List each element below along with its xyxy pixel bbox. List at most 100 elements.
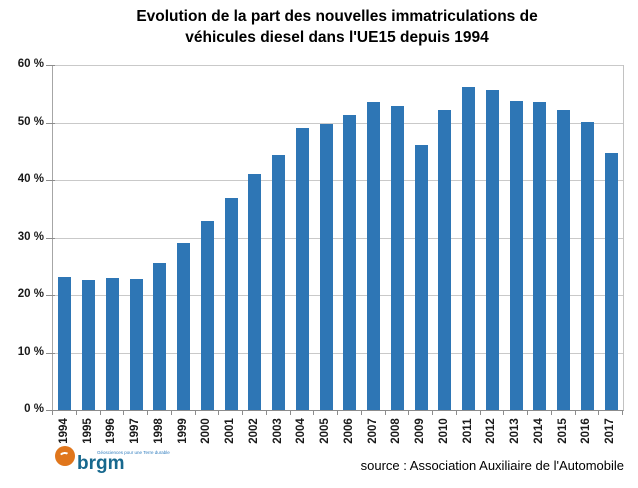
chart-title-line2: véhicules diesel dans l'UE15 depuis 1994 [185, 29, 489, 46]
y-axis-tick [46, 295, 55, 296]
x-axis-tick [408, 411, 409, 415]
gridline-50 [53, 122, 623, 124]
brgm-logo: brgm Géosciences pour une Terre durable [55, 445, 175, 483]
x-axis-label-1996: 1996 [105, 418, 118, 444]
bar-2002 [248, 174, 262, 410]
gridline-30 [53, 237, 623, 239]
x-axis-tick [527, 411, 528, 415]
bar-1994 [58, 277, 72, 410]
x-axis-label-1995: 1995 [81, 418, 94, 444]
bar-2005 [319, 123, 333, 410]
bar-2017 [604, 152, 618, 410]
bar-2010 [438, 110, 452, 410]
x-axis-tick [385, 411, 386, 415]
x-axis-tick [123, 411, 124, 415]
gridline-40 [53, 180, 623, 181]
x-axis-label-1999: 1999 [176, 418, 189, 444]
bar-2009 [414, 144, 428, 410]
x-axis-tick [622, 411, 623, 415]
x-axis-label-2015: 2015 [556, 418, 569, 444]
bar-2016 [580, 121, 594, 410]
x-axis-label-2004: 2004 [295, 418, 308, 444]
y-axis-tick [46, 180, 55, 181]
gridline-60 [53, 65, 623, 66]
y-axis-label: 40 % [17, 173, 44, 185]
bar-1998 [153, 263, 167, 410]
x-axis-tick [480, 411, 481, 415]
brgm-wordmark: brgm [77, 453, 125, 474]
x-axis-label-2000: 2000 [200, 418, 213, 444]
bar-1997 [129, 278, 143, 410]
bar-1999 [177, 242, 191, 410]
x-axis-tick [195, 411, 196, 415]
bar-2015 [557, 109, 571, 410]
x-axis-label-2009: 2009 [414, 418, 427, 444]
brgm-arc-glyph [58, 451, 71, 462]
y-axis-tick [46, 238, 55, 239]
x-axis-tick [598, 411, 599, 415]
bar-1995 [82, 280, 96, 410]
brgm-tagline: Géosciences pour une Terre durable [97, 450, 170, 455]
x-axis-tick [456, 411, 457, 415]
x-axis-tick [361, 411, 362, 415]
x-axis-tick [171, 411, 172, 415]
x-axis-tick [52, 411, 53, 415]
x-axis-label-2010: 2010 [437, 418, 450, 444]
y-axis-tick [46, 65, 55, 66]
y-axis-label: 10 % [17, 346, 44, 358]
x-axis-tick [551, 411, 552, 415]
x-axis-tick [337, 411, 338, 415]
x-axis-label-2007: 2007 [366, 418, 379, 444]
chart-title-line1: Evolution de la part des nouvelles immat… [136, 8, 538, 25]
bar-2011 [462, 87, 476, 410]
x-axis-tick [575, 411, 576, 415]
gridline-10 [53, 352, 623, 354]
bar-2001 [224, 198, 238, 410]
x-axis-tick [242, 411, 243, 415]
bar-2006 [343, 115, 357, 410]
bar-2014 [533, 101, 547, 410]
x-axis-tick [503, 411, 504, 415]
bar-2013 [509, 100, 523, 410]
x-axis-label-2008: 2008 [390, 418, 403, 444]
x-axis-tick [432, 411, 433, 415]
y-axis-label: 60 % [17, 58, 44, 70]
x-axis-tick [147, 411, 148, 415]
x-axis-label-2002: 2002 [247, 418, 260, 444]
x-axis-label-2012: 2012 [485, 418, 498, 444]
x-axis-tick [218, 411, 219, 415]
x-axis-tick [76, 411, 77, 415]
x-axis-tick [313, 411, 314, 415]
bar-2004 [295, 128, 309, 410]
y-axis-label: 20 % [17, 288, 44, 300]
x-axis-label-2006: 2006 [342, 418, 355, 444]
y-axis-tick [46, 123, 55, 124]
source-caption: source : Association Auxiliaire de l'Aut… [360, 458, 624, 473]
bar-2003 [272, 155, 286, 410]
x-axis-tick [266, 411, 267, 415]
x-axis-label-2016: 2016 [580, 418, 593, 444]
brgm-logo-icon [55, 446, 75, 466]
x-axis-label-2003: 2003 [271, 418, 284, 444]
x-axis-label-1994: 1994 [57, 418, 70, 444]
bar-2007 [367, 102, 381, 410]
x-axis-label-2017: 2017 [604, 418, 617, 444]
y-axis-tick [46, 353, 55, 354]
gridline-20 [53, 295, 623, 296]
y-axis-label: 50 % [17, 116, 44, 128]
x-axis-label-2001: 2001 [224, 418, 237, 444]
x-axis-label-2011: 2011 [461, 418, 474, 444]
x-axis-label-2005: 2005 [319, 418, 332, 444]
chart-title: Evolution de la part des nouvelles immat… [52, 6, 622, 48]
x-axis-label-2014: 2014 [532, 418, 545, 444]
x-axis-label-2013: 2013 [509, 418, 522, 444]
bar-2008 [390, 105, 404, 410]
bar-1996 [105, 277, 119, 410]
x-axis-tick [100, 411, 101, 415]
y-axis-tick [46, 410, 55, 411]
plot-area [52, 65, 624, 411]
bar-2000 [200, 220, 214, 410]
x-axis-label-1998: 1998 [152, 418, 165, 444]
y-axis-label: 0 % [24, 403, 44, 415]
